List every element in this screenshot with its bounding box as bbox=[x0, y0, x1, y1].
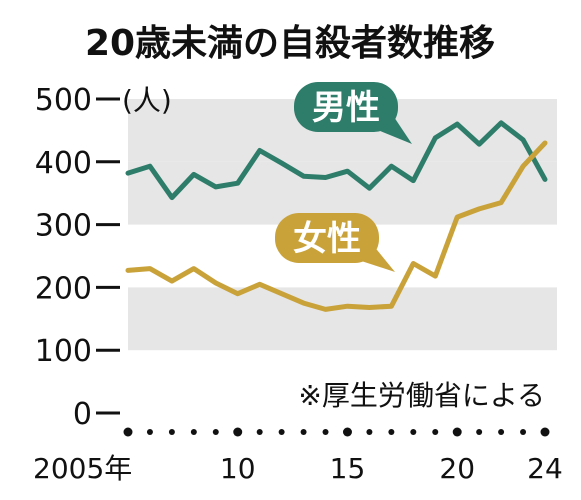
grid-band-100-200 bbox=[128, 287, 557, 351]
unit-label: (人) bbox=[122, 84, 172, 117]
x-tick-dot-2019 bbox=[432, 429, 439, 435]
x-tick-dot-2012 bbox=[278, 429, 285, 435]
x-tick-dot-2022 bbox=[498, 429, 505, 435]
callout-label: 女性 bbox=[293, 219, 361, 259]
x-tick-dot-2018 bbox=[410, 429, 417, 435]
x-tick-dot-2013 bbox=[300, 429, 307, 435]
callout-label: 男性 bbox=[312, 88, 380, 128]
x-tick-dot-2011 bbox=[256, 429, 263, 435]
x-tick-label-2010: 10 bbox=[220, 452, 256, 485]
y-tick-label-0: 0 bbox=[73, 397, 92, 432]
x-axis: 2005年 10 15 20 24 bbox=[33, 427, 563, 485]
x-tick-dot-2007 bbox=[168, 429, 175, 435]
series-lines bbox=[125, 120, 548, 312]
y-tick-label-400: 400 bbox=[35, 146, 92, 181]
x-tick-dot-2005 bbox=[123, 427, 133, 437]
x-tick-label-2005: 2005年 bbox=[33, 452, 132, 485]
source-note: ※厚生労働省による bbox=[298, 379, 545, 412]
callout-bubble bbox=[294, 82, 398, 132]
series-callout-1: 女性 bbox=[275, 213, 395, 272]
x-tick-label-2024: 24 bbox=[527, 452, 563, 485]
y-tick-label-100: 100 bbox=[35, 334, 92, 369]
x-tick-dot-2023 bbox=[520, 429, 527, 435]
x-tick-dot-2010 bbox=[233, 427, 243, 437]
x-tick-dot-2017 bbox=[388, 429, 395, 435]
y-axis-labels: 0 100 200 300 400 500 bbox=[35, 83, 92, 432]
callout-pointer bbox=[368, 114, 412, 144]
series-line-1 bbox=[125, 140, 548, 312]
x-tick-dot-2020 bbox=[452, 427, 462, 437]
x-tick-dot-2024 bbox=[540, 427, 550, 437]
chart-title: 20歳未満の自殺者数推移 bbox=[85, 23, 495, 64]
y-tick-label-300: 300 bbox=[35, 209, 92, 244]
x-tick-dot-2015 bbox=[342, 427, 352, 437]
x-tick-dot-2014 bbox=[322, 429, 329, 435]
y-axis-dashes bbox=[96, 97, 120, 415]
y-tick-label-500: 500 bbox=[35, 83, 92, 118]
callout-pointer bbox=[349, 245, 395, 272]
x-tick-dot-2006 bbox=[146, 429, 153, 435]
y-tick-label-200: 200 bbox=[35, 271, 92, 306]
x-tick-dot-2009 bbox=[212, 429, 219, 435]
x-tick-dot-2021 bbox=[476, 429, 483, 435]
x-tick-dot-2008 bbox=[190, 429, 197, 435]
callout-bubble bbox=[275, 213, 379, 263]
series-line-0 bbox=[125, 120, 548, 201]
x-tick-label-2020: 20 bbox=[439, 452, 475, 485]
series-callout-0: 男性 bbox=[294, 82, 412, 144]
x-tick-dot-2016 bbox=[366, 429, 373, 435]
x-tick-label-2015: 15 bbox=[330, 452, 366, 485]
